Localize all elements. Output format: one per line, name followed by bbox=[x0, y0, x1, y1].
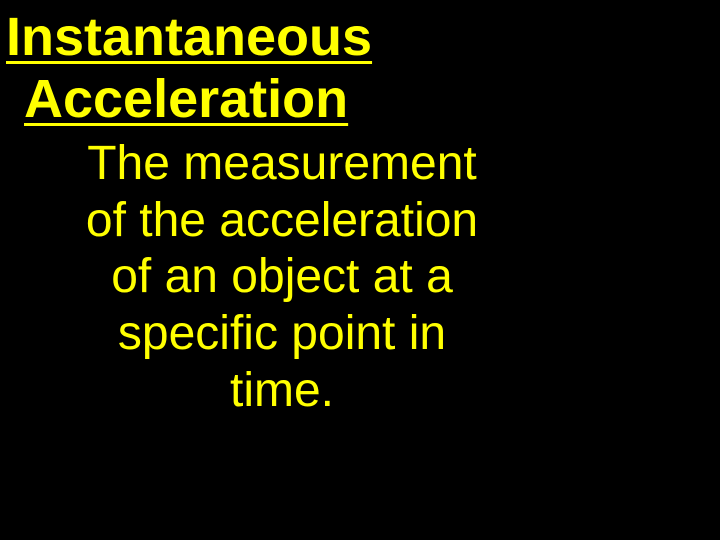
body-line-5: time. bbox=[230, 364, 334, 417]
title-line-1: Instantaneous bbox=[6, 7, 372, 67]
slide-body: The measurement of the acceleration of a… bbox=[0, 130, 542, 419]
title-line-2: Acceleration bbox=[6, 68, 700, 130]
slide-container: Instantaneous Acceleration The measureme… bbox=[0, 0, 720, 540]
body-line-3: of an object at a bbox=[111, 250, 453, 303]
body-line-4: specific point in bbox=[118, 307, 446, 360]
slide-title: Instantaneous Acceleration bbox=[0, 0, 720, 130]
body-line-1: The measurement bbox=[87, 137, 477, 190]
body-line-2: of the acceleration bbox=[86, 194, 478, 247]
